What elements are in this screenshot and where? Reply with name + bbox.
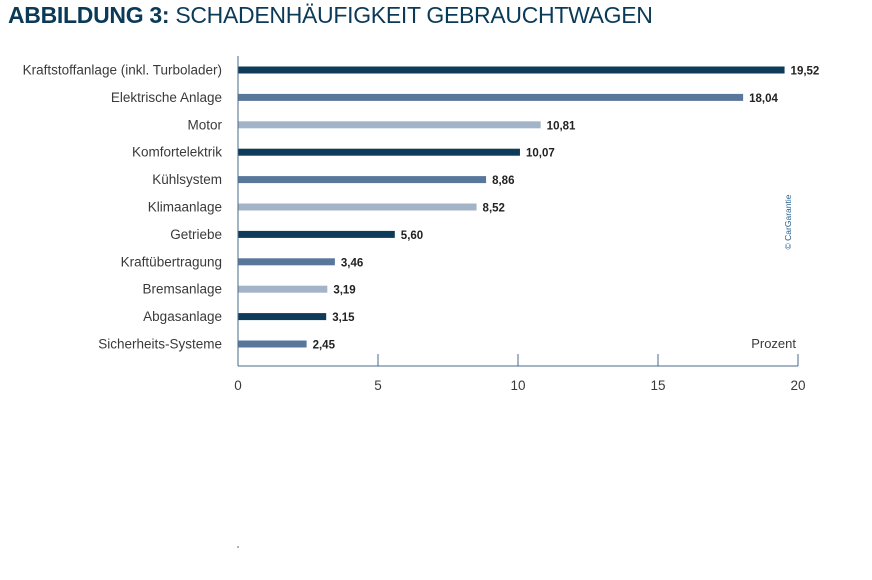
- copyright-credit: © CarGarantie: [783, 194, 793, 249]
- x-tick-label: 10: [510, 378, 525, 393]
- bar-value-label: 8,86: [492, 175, 514, 187]
- stray-dot: [237, 546, 239, 548]
- bar-value-label: 8,52: [483, 203, 505, 215]
- bar: [238, 203, 477, 211]
- category-label: Kraftstoffanlage (inkl. Turbolader): [23, 63, 222, 78]
- bar-value-label: 2,45: [313, 340, 336, 352]
- bar: [238, 121, 541, 129]
- category-label: Komfortelektrik: [132, 145, 222, 160]
- x-tick-label: 20: [790, 378, 805, 393]
- bar-value-label: 3,15: [332, 312, 355, 324]
- bar-value-label: 10,81: [547, 120, 576, 132]
- bar: [238, 285, 328, 293]
- x-tick-label: 0: [234, 378, 242, 393]
- bar-value-label: 18,04: [749, 93, 778, 105]
- bar: [238, 93, 744, 101]
- chart-title-text: SCHADENHÄUFIGKEIT GEBRAUCHTWAGEN: [175, 2, 653, 28]
- bars-group: Kraftstoffanlage (inkl. Turbolader) 19,52…: [23, 63, 820, 352]
- axis-group: 0 5 10 15 20: [234, 56, 806, 393]
- category-label: Bremsanlage: [142, 282, 222, 297]
- bar-value-label: 3,19: [333, 285, 355, 297]
- bar-value-label: 3,46: [341, 257, 363, 269]
- category-label: Motor: [187, 117, 222, 132]
- category-label: Sicherheits-Systeme: [98, 337, 222, 352]
- category-label: Kraftübertragung: [121, 254, 222, 269]
- bar: [238, 176, 487, 184]
- bar-value-label: 5,60: [401, 230, 423, 242]
- bar: [238, 230, 395, 238]
- category-label: Getriebe: [170, 227, 222, 242]
- x-axis-unit-label: Prozent: [751, 336, 796, 351]
- category-label: Kühlsystem: [152, 172, 222, 187]
- x-tick-label: 5: [374, 378, 382, 393]
- bar: [238, 66, 785, 74]
- category-label: Klimaanlage: [148, 200, 222, 215]
- x-tick-label: 15: [650, 378, 665, 393]
- bar: [238, 258, 335, 266]
- category-label: Elektrische Anlage: [111, 90, 222, 105]
- category-label: Abgasanlage: [143, 309, 222, 324]
- bar: [238, 313, 327, 321]
- bar-value-label: 10,07: [526, 148, 555, 160]
- chart-title-prefix: ABBILDUNG 3:: [8, 2, 170, 28]
- bar: [238, 148, 520, 156]
- bar-value-label: 19,52: [791, 66, 820, 78]
- chart-title: ABBILDUNG 3: SCHADENHÄUFIGKEIT GEBRAUCHT…: [8, 2, 653, 29]
- bar: [238, 340, 307, 348]
